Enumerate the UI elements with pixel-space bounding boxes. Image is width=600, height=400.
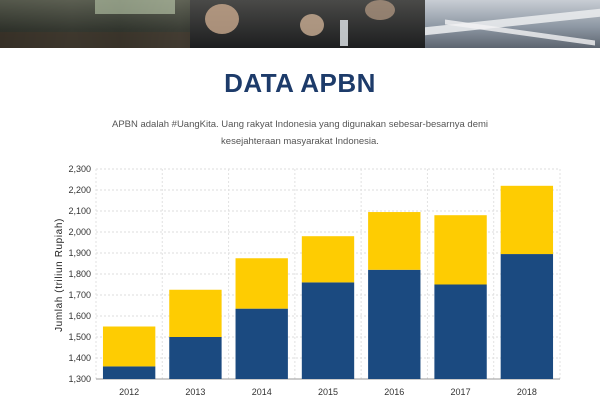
x-tick-label: 2012 xyxy=(119,387,139,397)
highway-aerial-photo xyxy=(425,0,600,48)
bar-segment-lower xyxy=(301,282,355,379)
x-tick-label: 2016 xyxy=(384,387,404,397)
bar-segment-lower xyxy=(235,308,288,379)
page-title: DATA APBN xyxy=(224,68,376,98)
y-tick-label: 1,300 xyxy=(68,374,91,384)
bar-segment-upper xyxy=(500,185,554,255)
y-tick-label: 1,500 xyxy=(68,332,91,342)
x-tick-label: 2015 xyxy=(318,387,338,397)
bar-segment-upper xyxy=(169,289,222,337)
y-tick-label: 2,000 xyxy=(68,227,91,237)
bar-segment-lower xyxy=(368,269,421,379)
header-banner xyxy=(0,0,600,48)
x-axis-ticks: 2012 2013 2014 2015 2016 2017 2018 xyxy=(119,387,537,397)
x-tick-label: 2017 xyxy=(451,387,471,397)
bar-segment-upper xyxy=(235,258,288,309)
bar-segment-lower xyxy=(500,254,554,379)
bar-segment-lower xyxy=(434,284,487,379)
bar-segment-lower xyxy=(169,337,222,379)
bar-segment-upper xyxy=(301,236,355,283)
y-tick-label: 2,200 xyxy=(68,185,91,195)
y-tick-label: 1,900 xyxy=(68,248,91,258)
y-tick-label: 1,800 xyxy=(68,269,91,279)
bar-segment-upper xyxy=(368,212,421,270)
x-tick-label: 2014 xyxy=(252,387,272,397)
x-tick-label: 2013 xyxy=(185,387,205,397)
apbn-stacked-bar-chart: 1,300 1,400 1,500 1,600 1,700 1,800 1,900 2,000… xyxy=(54,164,561,397)
chart-bars xyxy=(102,185,554,379)
y-axis-ticks: 1,300 1,400 1,500 1,600 1,700 1,800 1,900 2,000… xyxy=(68,164,91,384)
bar-segment-upper xyxy=(434,215,487,285)
y-tick-label: 2,100 xyxy=(68,206,91,216)
officials-photo xyxy=(190,0,425,48)
y-tick-label: 1,400 xyxy=(68,353,91,363)
x-tick-label: 2018 xyxy=(517,387,537,397)
y-tick-label: 1,700 xyxy=(68,290,91,300)
bar-segment-upper xyxy=(102,326,156,367)
bar-segment-lower xyxy=(102,366,156,379)
y-tick-label: 2,300 xyxy=(68,164,91,174)
y-axis-label: Jumlah (triliun Rupiah) xyxy=(54,218,65,332)
meeting-room-photo xyxy=(0,0,190,48)
page-description: APBN adalah #UangKita. Uang rakyat Indon… xyxy=(111,119,488,147)
y-tick-label: 1,600 xyxy=(68,311,91,321)
